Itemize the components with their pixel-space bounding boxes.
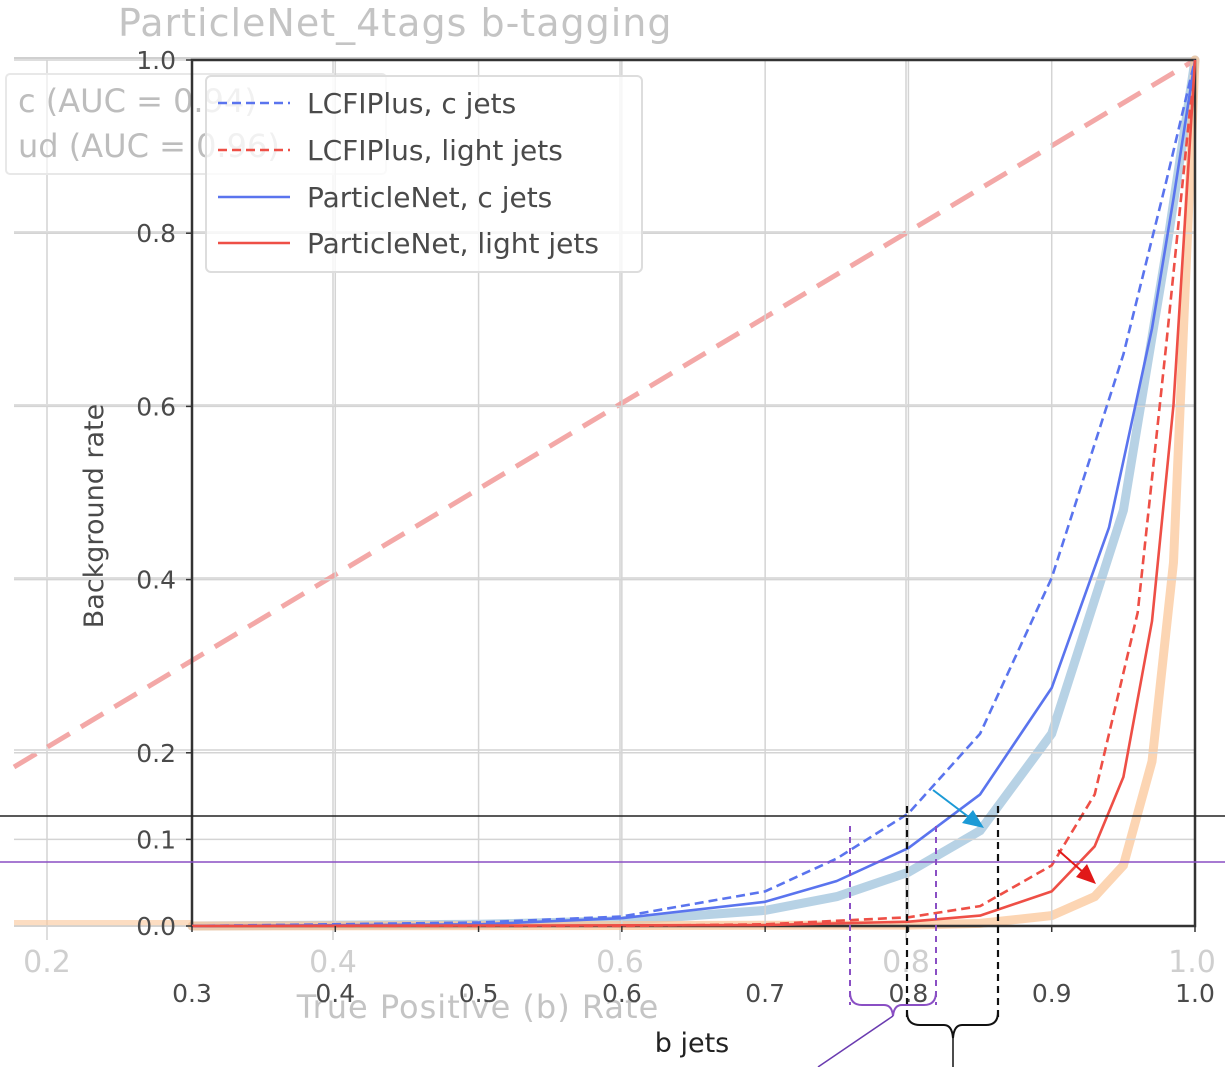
curve-pnet-light [191,59,1197,928]
x-tick-label-0.5: 0.5 [459,979,499,1008]
y-tick-label-0.6: 0.6 [136,392,176,421]
x-tick-label-0.8: 0.8 [889,979,929,1008]
arrow-blue-shaft [932,789,971,819]
y-tick-label-0.8: 0.8 [136,219,176,248]
y-axis-ticks: 0.0 0.1 0.2 0.4 0.6 0.8 1.0 [136,46,192,941]
x-tick-label-0.7: 0.7 [745,979,785,1008]
faded-x-tick-4: 1.0 [1168,945,1216,980]
legend-label-lcfi-light: LCFIPlus, light jets [307,134,563,167]
x-tick-label-0.9: 0.9 [1032,979,1072,1008]
faded-random-diagonal [12,57,1197,770]
legend: LCFIPlus, c jets LCFIPlus, light jets Pa… [205,75,643,273]
faded-x-tick-2: 0.6 [596,945,644,980]
curve-lcfi-c [191,59,1197,928]
y-tick-label-0.2: 0.2 [136,739,176,768]
annotations [0,789,1225,1067]
roc-curves [191,59,1197,928]
legend-box [205,75,643,273]
x-tick-label-0.6: 0.6 [602,979,642,1008]
faded-chart-title: ParticleNet_4tags b-tagging [118,1,673,45]
faded-x-tick-0: 0.2 [23,945,71,980]
arrow-red-shaft [1057,849,1085,874]
brace-purple-pointer [817,1015,894,1067]
x-tick-label-0.4: 0.4 [315,979,355,1008]
y-tick-label-0.0: 0.0 [136,912,176,941]
y-tick-label-1.0: 1.0 [136,46,176,75]
y-axis-label: Background rate [79,404,110,629]
curve-pnet-c [191,59,1197,928]
brace-black [906,1011,999,1039]
curve-lcfi-light [192,59,1197,928]
x-axis-label: b jets [655,1028,730,1059]
arrow-blue-icon [962,810,984,828]
legend-label-lcfi-c: LCFIPlus, c jets [307,87,516,120]
x-axis-ticks: 0.3 0.4 0.5 0.6 0.7 0.8 0.9 1.0 [172,926,1215,1008]
faded-x-tick-1: 0.4 [309,945,357,980]
y-tick-label-0.4: 0.4 [136,566,176,595]
arrow-red-icon [1076,864,1096,884]
legend-label-pnet-light: ParticleNet, light jets [307,227,599,260]
x-tick-label-1.0: 1.0 [1175,979,1215,1008]
faded-x-axis-label: True Positive (b) Rate [296,988,660,1026]
y-tick-label-0.1: 0.1 [136,825,176,854]
faded-curve-ud [187,55,1200,931]
legend-label-pnet-c: ParticleNet, c jets [307,181,552,214]
x-tick-label-0.3: 0.3 [172,979,212,1008]
